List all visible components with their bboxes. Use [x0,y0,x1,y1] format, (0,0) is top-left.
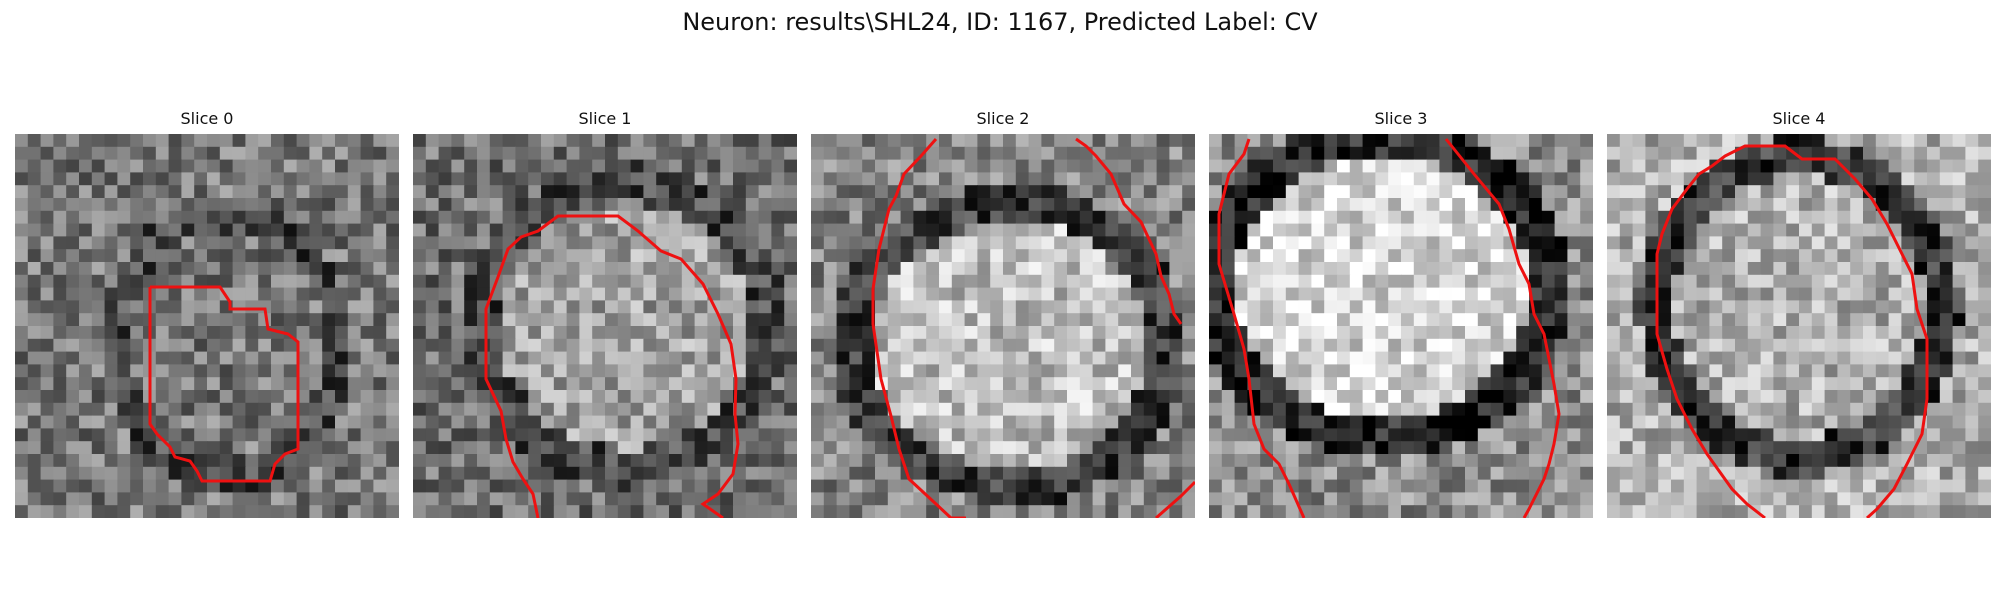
slice-panel-3: Slice 3 [1209,108,1593,518]
contour-4 [1655,144,1929,518]
slice-title-4: Slice 4 [1772,109,1826,128]
slice-image-0 [15,134,399,518]
figure-title: Neuron: results\SHL24, ID: 1167, Predict… [682,8,1318,36]
contour-2 [871,138,966,518]
slice-image-2 [811,134,1195,518]
slice-image-3 [1209,134,1593,518]
slice-panel-4: Slice 4 [1607,108,1991,518]
slice-panel-1: Slice 1 [413,108,797,518]
slice-title-2: Slice 2 [976,109,1030,128]
slice-title-1: Slice 1 [578,109,632,128]
grayscale-pixels-1 [413,134,797,518]
grayscale-pixels-4 [1607,134,1991,518]
slice-panel-2: Slice 2 [811,108,1195,518]
slice-title-3: Slice 3 [1374,109,1428,128]
slice-title-0: Slice 0 [180,109,234,128]
contour-1 [484,214,740,518]
grayscale-pixels-2 [811,134,1195,518]
slice-image-1 [413,134,797,518]
contour-3b [1444,138,1561,518]
grayscale-pixels-0 [15,134,399,518]
contour-3 [1217,138,1306,518]
contour-2c [1155,480,1195,518]
contour-0 [148,285,300,483]
contour-2b [1075,137,1183,325]
grayscale-pixels-3 [1209,134,1593,518]
slice-image-4 [1607,134,1991,518]
slice-panel-0: Slice 0 [15,108,399,518]
